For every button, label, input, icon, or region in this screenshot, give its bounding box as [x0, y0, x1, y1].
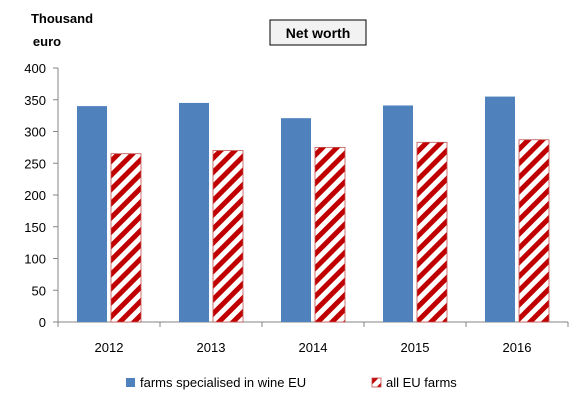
legend: farms specialised in wine EU all EU farm… — [126, 375, 457, 390]
bar-wine-farms — [77, 106, 107, 322]
y-tick-label: 0 — [39, 315, 46, 330]
legend-label-all: all EU farms — [386, 375, 457, 390]
y-tick-label: 400 — [24, 61, 46, 76]
bar-all-eu-farms — [518, 139, 550, 323]
y-axis-label-line2: euro — [33, 34, 61, 49]
bar-all-eu-farms — [212, 150, 244, 323]
chart-title-box: Net worth — [269, 19, 367, 46]
y-tick-label: 150 — [24, 220, 46, 235]
x-tick-label: 2014 — [299, 340, 328, 355]
y-tick-label: 300 — [24, 125, 46, 140]
x-tick-label: 2013 — [197, 340, 226, 355]
bar-wine-farms — [281, 118, 311, 322]
axes — [53, 67, 569, 327]
bar-all-eu-farms — [416, 141, 448, 323]
y-tick-labels: 0 50 100 150 200 250 300 350 400 — [24, 61, 46, 330]
y-tick-label: 200 — [24, 188, 46, 203]
y-tick-label: 100 — [24, 252, 46, 267]
bar-all-eu-farms — [314, 146, 346, 323]
y-axis-label-line1: Thousand — [31, 11, 93, 26]
x-tick-label: 2016 — [503, 340, 532, 355]
x-tick-label: 2015 — [401, 340, 430, 355]
y-tick-label: 50 — [32, 283, 46, 298]
x-tick-label: 2012 — [95, 340, 124, 355]
chart-title: Net worth — [286, 25, 351, 41]
x-tick-labels: 2012 2013 2014 2015 2016 — [95, 340, 532, 355]
y-tick-label: 250 — [24, 156, 46, 171]
bar-all-eu-farms — [110, 153, 142, 323]
legend-swatch-all — [371, 377, 382, 388]
bar-wine-farms — [383, 105, 413, 322]
y-tick-label: 350 — [24, 93, 46, 108]
bars — [77, 96, 550, 323]
legend-swatch-wine — [126, 378, 135, 387]
bar-wine-farms — [485, 96, 515, 322]
bar-wine-farms — [179, 102, 209, 322]
legend-label-wine: farms specialised in wine EU — [140, 375, 306, 390]
